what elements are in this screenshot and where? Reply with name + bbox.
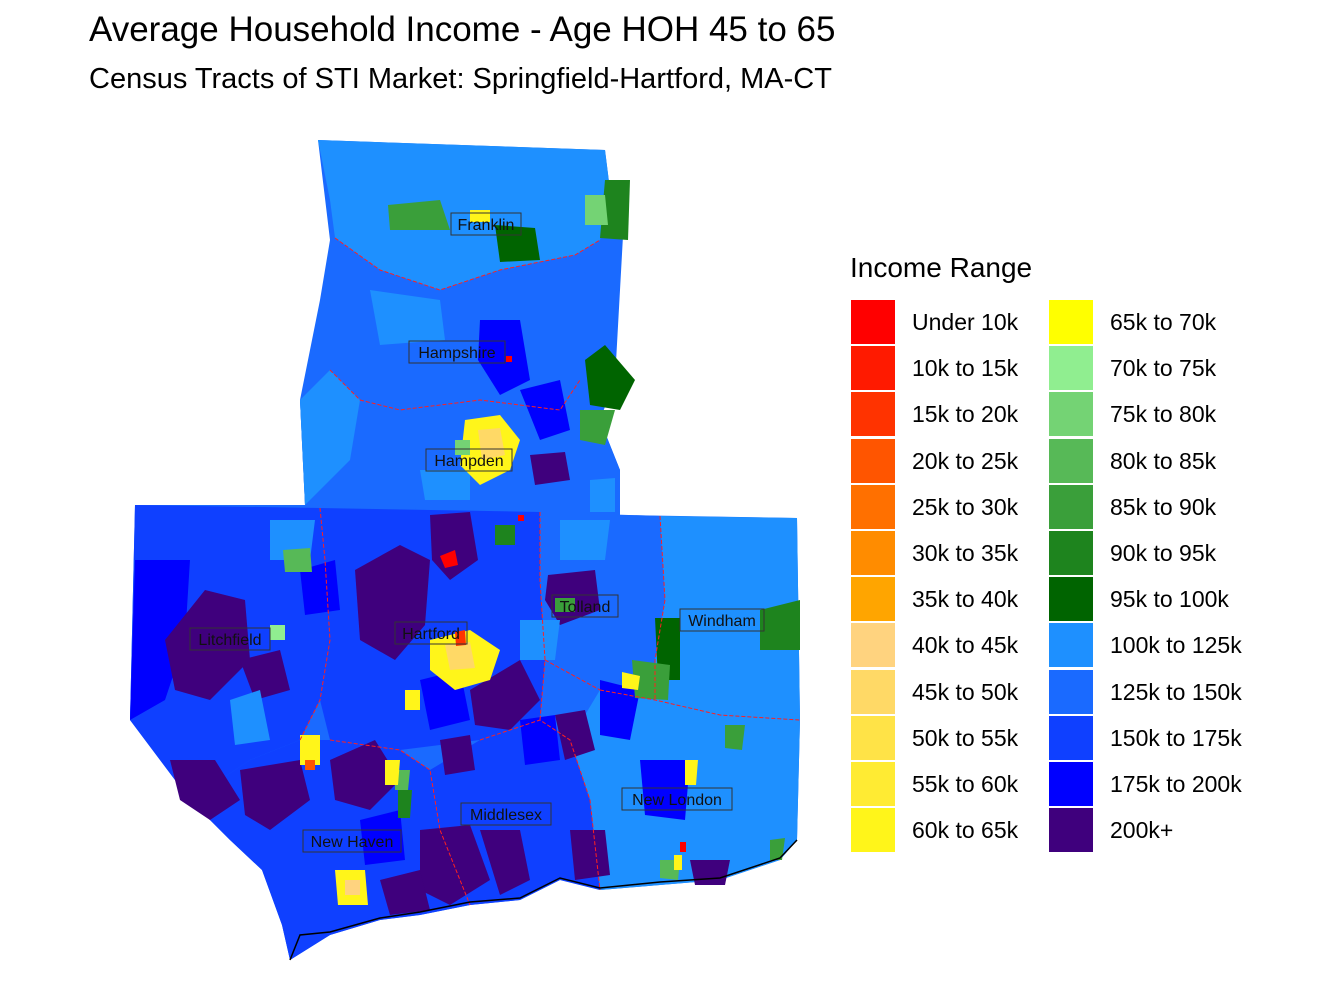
county-label-litchfield: Litchfield xyxy=(198,632,261,649)
legend-label: 75k to 80k xyxy=(1110,401,1217,428)
very-high-clusters xyxy=(300,320,690,865)
legend-label: 200k+ xyxy=(1110,817,1174,844)
legend-label: 55k to 60k xyxy=(912,770,1019,797)
legend-swatch xyxy=(851,577,895,622)
map-title: Average Household Income - Age HOH 45 to… xyxy=(89,10,836,49)
legend-label: 10k to 15k xyxy=(912,355,1019,382)
high-income-clusters xyxy=(165,320,730,915)
legend-label: 40k to 45k xyxy=(912,632,1019,659)
green-tracts xyxy=(283,180,800,880)
legend-label: 150k to 175k xyxy=(1110,724,1242,751)
legend-label: 100k to 125k xyxy=(1110,632,1242,659)
legend-label: 35k to 40k xyxy=(912,586,1019,613)
legend-swatch xyxy=(851,300,895,344)
legend-swatch xyxy=(851,392,895,437)
legend-swatch xyxy=(1049,808,1093,853)
legend-swatch xyxy=(1049,577,1093,622)
county-label-new-london: New London xyxy=(632,792,722,809)
county-label-franklin: Franklin xyxy=(458,217,515,234)
legend-swatch xyxy=(1049,300,1093,344)
legend-swatch xyxy=(1049,346,1093,391)
legend-label: 70k to 75k xyxy=(1110,355,1217,382)
legend-swatch xyxy=(851,346,895,391)
coastline xyxy=(289,839,798,961)
mid-income-tracts xyxy=(230,290,795,745)
county-label-hartford: Hartford xyxy=(402,626,460,643)
legend-swatch xyxy=(851,808,895,853)
legend-swatch xyxy=(1049,438,1093,483)
legend-swatch xyxy=(851,484,895,529)
west-hilltowns xyxy=(300,370,360,505)
county-label-windham: Windham xyxy=(688,613,756,630)
legend-label: 90k to 95k xyxy=(1110,539,1217,566)
legend-title: Income Range xyxy=(850,252,1033,283)
legend-swatch xyxy=(1049,669,1093,714)
legend-swatch xyxy=(851,715,895,760)
legend-label: 65k to 70k xyxy=(1110,309,1217,335)
legend-label: 80k to 85k xyxy=(1110,447,1217,474)
legend-swatch xyxy=(851,623,895,668)
hampshire-region xyxy=(325,238,600,410)
legend-label: 45k to 50k xyxy=(912,678,1019,705)
legend-swatch xyxy=(1049,715,1093,760)
litchfield-west-tracts xyxy=(130,560,190,720)
county-label-hampshire: Hampshire xyxy=(418,345,495,362)
legend-swatch xyxy=(1049,761,1093,806)
legend-label: Under 10k xyxy=(912,309,1019,335)
county-labels: Franklin Hampshire Hampden Litchfield Ha… xyxy=(189,212,765,853)
legend-label: 95k to 100k xyxy=(1110,586,1229,613)
legend-swatch xyxy=(1049,530,1093,575)
legend-label: 25k to 30k xyxy=(912,493,1019,520)
legend-swatch xyxy=(1049,392,1093,437)
legend-label: 175k to 200k xyxy=(1110,770,1242,797)
county-boundaries xyxy=(299,237,801,906)
county-label-tolland: Tolland xyxy=(560,599,611,616)
legend-label: 20k to 25k xyxy=(912,447,1019,474)
legend-swatch xyxy=(851,438,895,483)
legend-label: 50k to 55k xyxy=(912,724,1019,751)
legend-label: 125k to 150k xyxy=(1110,678,1242,705)
legend-label: 30k to 35k xyxy=(912,539,1019,566)
county-label-middlesex: Middlesex xyxy=(470,807,542,824)
county-label-hampden: Hampden xyxy=(434,453,503,470)
map-subtitle: Census Tracts of STI Market: Springfield… xyxy=(89,63,832,95)
urban-cores xyxy=(270,210,698,905)
legend-swatch xyxy=(851,761,895,806)
legend-label: 85k to 90k xyxy=(1110,493,1217,520)
legend-swatch xyxy=(851,669,895,714)
legend-label: 15k to 20k xyxy=(912,401,1019,428)
legend-swatch xyxy=(1049,623,1093,668)
legend-label: 60k to 65k xyxy=(912,817,1019,844)
legend-swatch xyxy=(1049,484,1093,529)
county-label-new-haven: New Haven xyxy=(311,834,394,851)
legend-swatch xyxy=(851,530,895,575)
